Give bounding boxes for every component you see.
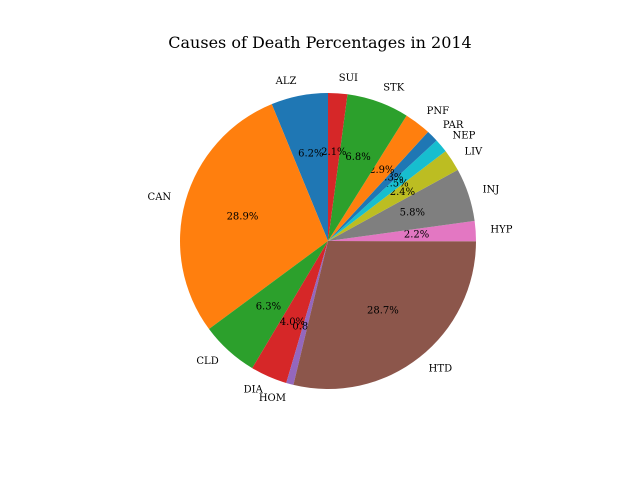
pie-slice-alz [271, 93, 328, 241]
pie-slice-stk [328, 94, 407, 241]
pie-slice-pnf [328, 115, 429, 241]
pie-slice-hyp [328, 220, 477, 242]
pie-slice-dia [252, 241, 328, 383]
slice-pct-nep: 1.5% [383, 178, 408, 189]
slice-label-cld: CLD [196, 356, 218, 367]
pie-slice-htd [293, 241, 476, 389]
pie-slice-hom [286, 241, 328, 385]
slice-label-liv: LIV [464, 147, 483, 158]
pie-slice-par [328, 131, 437, 241]
slice-pct-htd: 28.7% [367, 305, 399, 316]
slice-label-par: PAR [443, 120, 464, 131]
slice-pct-alz: 6.2% [298, 148, 323, 159]
pie-slice-sui [328, 93, 348, 241]
pie-slice-cld [209, 241, 328, 369]
slice-label-hom: HOM [259, 393, 286, 404]
pie-slice-inj [328, 169, 475, 241]
pie-slice-nep [328, 140, 446, 241]
slice-pct-cld: 6.3% [256, 301, 281, 312]
slice-label-alz: ALZ [275, 76, 297, 87]
chart-title: Causes of Death Percentages in 2014 [168, 33, 472, 52]
slice-pct-inj: 5.8% [400, 208, 425, 219]
slice-label-nep: NEP [453, 131, 476, 142]
slice-label-inj: INJ [483, 184, 500, 195]
pie-slice-liv [328, 151, 458, 241]
slice-pct-hom: 0.8% [292, 321, 317, 332]
slice-label-dia: DIA [244, 385, 264, 396]
slice-pct-stk: 6.8% [345, 152, 370, 163]
slice-pct-hyp: 2.2% [404, 230, 429, 241]
slice-pct-par: 1.3% [378, 173, 403, 184]
slice-pct-sui: 2.1% [321, 147, 346, 158]
slice-label-pnf: PNF [427, 106, 449, 117]
slice-pct-pnf: 2.9% [369, 165, 394, 176]
slice-label-htd: HTD [429, 363, 452, 374]
slice-label-hyp: HYP [490, 225, 512, 236]
pie-slice-can [179, 104, 328, 330]
slice-pct-dia: 4.0% [280, 317, 305, 328]
slice-pct-liv: 2.4% [390, 187, 415, 198]
slice-label-stk: STK [383, 82, 405, 93]
slice-label-sui: SUI [339, 73, 358, 84]
slice-pct-can: 28.9% [227, 212, 259, 223]
slice-label-can: CAN [148, 192, 172, 203]
